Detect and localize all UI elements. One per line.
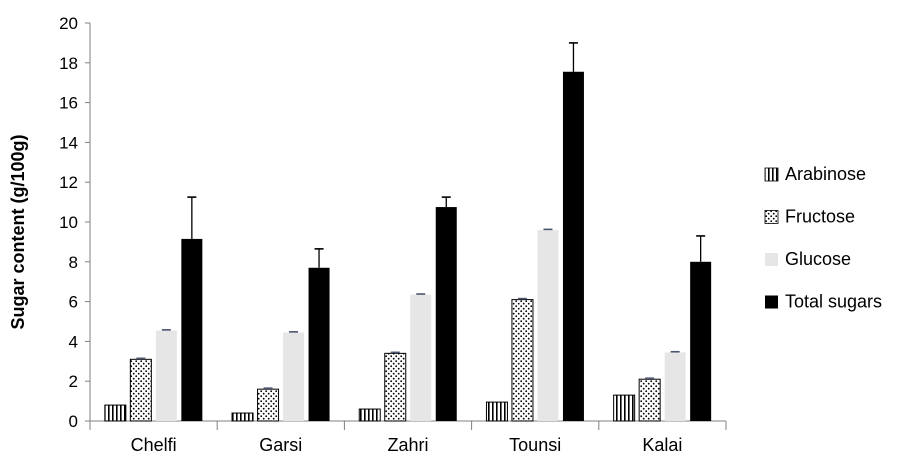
legend-swatch-glucose (765, 253, 778, 266)
y-tick-label: 10 (59, 213, 78, 232)
bar-total-sugars-zahri (435, 207, 457, 421)
bar-total-sugars-tounsi (562, 71, 584, 421)
bar-arabinose-chelfi (104, 404, 127, 422)
y-tick-label: 0 (69, 412, 78, 431)
legend-swatch-fructose (764, 210, 779, 224)
legend: Arabinose Fructose Glucose Total sugars (764, 164, 882, 312)
y-tick-label: 18 (59, 54, 78, 73)
bar-glucose-zahri (410, 294, 432, 421)
bar-arabinose-kalai (613, 394, 636, 422)
bars-group (104, 71, 712, 422)
y-tick-label: 2 (69, 372, 78, 391)
bar-fructose-kalai (638, 378, 661, 422)
legend-swatch-arabinose (764, 167, 779, 182)
y-tick-label: 14 (59, 133, 78, 152)
y-tick-label: 8 (69, 253, 78, 272)
error-bars-group (136, 42, 706, 389)
bar-glucose-garsi (283, 332, 305, 421)
category-label: Chelfi (131, 435, 177, 455)
category-label: Tounsi (509, 435, 561, 455)
legend-label: Glucose (785, 249, 851, 269)
legend-swatch-total-sugars (765, 295, 778, 309)
bar-arabinose-zahri (358, 408, 381, 422)
bar-arabinose-tounsi (485, 401, 508, 422)
bar-fructose-chelfi (129, 358, 152, 422)
category-label: Kalai (642, 435, 682, 455)
legend-label: Total sugars (785, 292, 882, 312)
bar-glucose-chelfi (155, 330, 177, 421)
category-label: Zahri (387, 435, 428, 455)
bar-glucose-kalai (664, 352, 686, 421)
bar-fructose-zahri (384, 352, 407, 422)
y-tick-label: 6 (69, 293, 78, 312)
bar-total-sugars-kalai (690, 261, 712, 421)
y-tick-label: 4 (69, 332, 78, 351)
bar-total-sugars-garsi (308, 267, 330, 421)
legend-label: Arabinose (785, 164, 866, 184)
bar-fructose-garsi (257, 388, 280, 422)
y-tick-label: 12 (59, 173, 78, 192)
y-axis-title: Sugar content (g/100g) (8, 134, 28, 329)
y-tick-label: 20 (59, 14, 78, 33)
bar-glucose-tounsi (537, 229, 559, 421)
bar-fructose-tounsi (511, 299, 534, 422)
legend-label: Fructose (785, 207, 855, 227)
y-tick-label: 16 (59, 94, 78, 113)
x-axis: Chelfi Garsi Zahri Tounsi Kalai (89, 420, 727, 455)
category-label: Garsi (259, 435, 302, 455)
y-axis: 0 2 4 6 8 10 12 14 16 18 20 (59, 14, 91, 431)
bar-total-sugars-chelfi (181, 238, 203, 421)
bar-arabinose-garsi (231, 412, 254, 422)
